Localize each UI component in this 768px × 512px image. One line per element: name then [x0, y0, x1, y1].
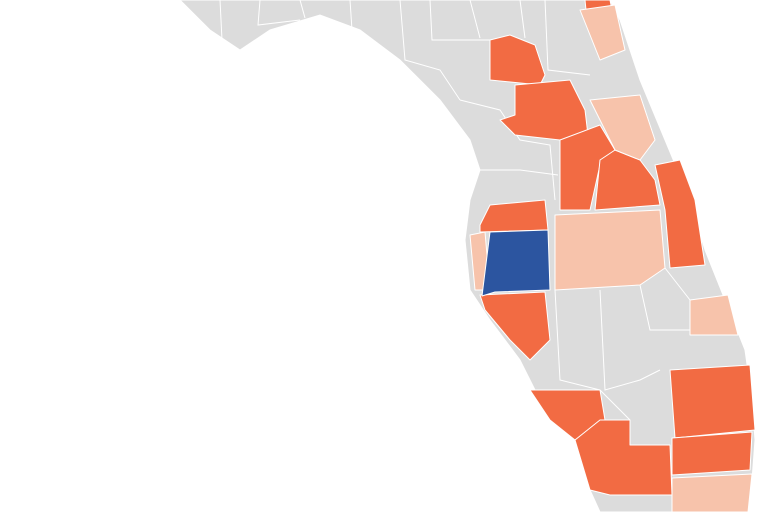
county: [589, 94, 656, 161]
county: [489, 34, 546, 86]
county: [654, 159, 706, 269]
county-borders: [219, 0, 691, 421]
county: [574, 419, 673, 496]
county: [481, 229, 551, 297]
county: [579, 4, 626, 61]
county: [689, 294, 739, 336]
county: [479, 199, 549, 233]
county: [479, 291, 551, 361]
county: [554, 209, 666, 291]
county: [671, 473, 753, 512]
county: [669, 364, 756, 439]
counties: [469, 0, 756, 512]
county: [671, 431, 753, 476]
